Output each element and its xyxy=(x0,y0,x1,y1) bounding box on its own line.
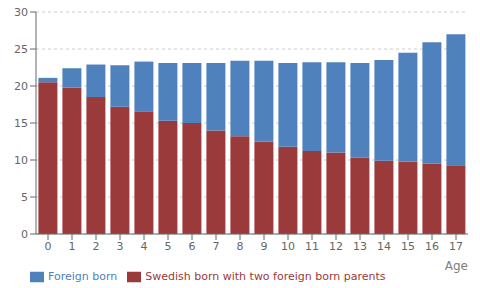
html-text:Swedish born with two foreign: Swedish born with two foreign born paren… xyxy=(145,270,386,283)
svg-text:6: 6 xyxy=(189,240,196,253)
svg-text:0: 0 xyxy=(21,228,28,241)
svg-text:2: 2 xyxy=(93,240,100,253)
svg-text:4: 4 xyxy=(141,240,148,253)
svg-text:12: 12 xyxy=(329,240,343,253)
svg-text:7: 7 xyxy=(213,240,220,253)
svg-text:25: 25 xyxy=(14,43,28,56)
svg-text:20: 20 xyxy=(14,80,28,93)
svg-text:30: 30 xyxy=(14,6,28,19)
html-text:Foreign born: Foreign born xyxy=(48,270,118,283)
svg-text:1: 1 xyxy=(69,240,76,253)
svg-text:15: 15 xyxy=(14,117,28,130)
svg-text:14: 14 xyxy=(377,240,391,253)
svg-text:5: 5 xyxy=(165,240,172,253)
svg-text:9: 9 xyxy=(261,240,268,253)
svg-text:5: 5 xyxy=(21,191,28,204)
svg-text:8: 8 xyxy=(237,240,244,253)
svg-text:11: 11 xyxy=(305,240,319,253)
svg-text:3: 3 xyxy=(117,240,124,253)
svg-text:0: 0 xyxy=(45,240,52,253)
svg-text:16: 16 xyxy=(425,240,439,253)
svg-text:15: 15 xyxy=(401,240,415,253)
svg-text:10: 10 xyxy=(14,154,28,167)
svg-text:17: 17 xyxy=(449,240,463,253)
svg-text:13: 13 xyxy=(353,240,367,253)
svg-text:Age: Age xyxy=(445,259,468,273)
svg-text:10: 10 xyxy=(281,240,295,253)
